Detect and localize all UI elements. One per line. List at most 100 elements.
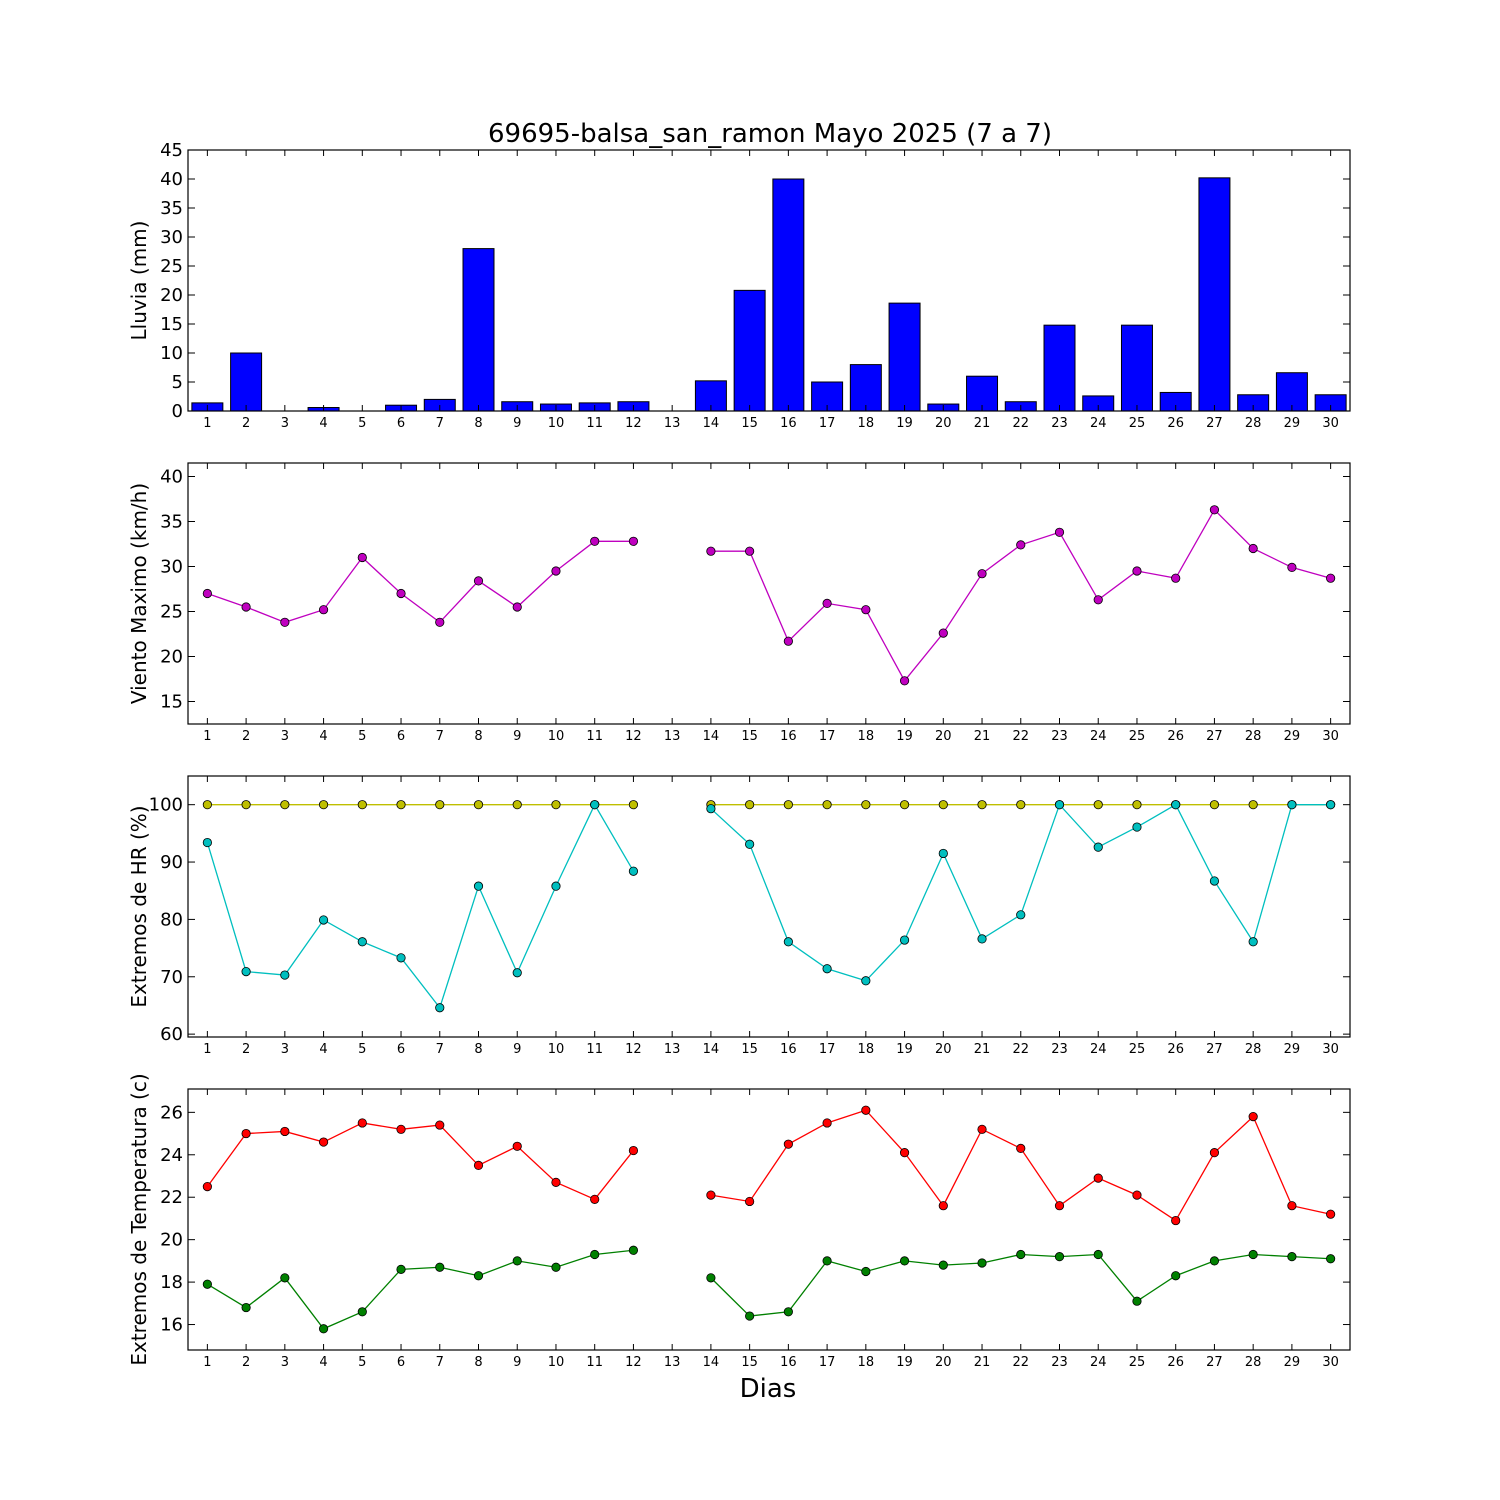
- temperature-series-1-point-day-21: [977, 1124, 987, 1134]
- temperature-ytick-label: 26: [160, 1102, 183, 1123]
- wind-xtick-label: 10: [548, 729, 565, 744]
- humidity-series-1-point-day-5: [357, 800, 367, 810]
- rain-ytick-label: 5: [172, 372, 183, 393]
- humidity-ytick-label: 80: [160, 909, 183, 930]
- rain-ytick-label: 40: [160, 169, 183, 190]
- temperature-ytick-label: 16: [160, 1315, 183, 1336]
- rain-bar-day-27: [1198, 177, 1231, 412]
- humidity-series-2-point-day-23: [1054, 800, 1065, 810]
- humidity-series-2-point-day-8: [473, 881, 484, 891]
- humidity-series-1-point-day-27: [1209, 800, 1220, 810]
- wind-xtick-label: 12: [625, 729, 642, 744]
- humidity-series-1-point-day-9: [512, 800, 522, 810]
- humidity-xtick-label: 10: [548, 1042, 565, 1057]
- temperature-series-2-point-day-7: [435, 1262, 445, 1272]
- humidity-xtick-label: 19: [896, 1042, 913, 1057]
- temperature-xtick-label: 23: [1051, 1355, 1068, 1370]
- temperature-xtick-label: 2: [242, 1355, 250, 1370]
- wind-series-1-point-day-25: [1132, 566, 1142, 576]
- temperature-series-2-point-day-22: [1016, 1249, 1026, 1260]
- humidity-series-2-point-day-3: [280, 970, 290, 980]
- humidity-xtick-label: 5: [358, 1042, 366, 1057]
- humidity-xtick-label: 17: [819, 1042, 836, 1057]
- rain-xtick-label: 17: [819, 416, 836, 431]
- temperature-xtick-label: 6: [397, 1355, 405, 1370]
- wind-xtick-label: 22: [1012, 729, 1029, 744]
- rain-xtick-label: 25: [1129, 416, 1146, 431]
- temperature-series-1-point-day-19: [899, 1148, 910, 1158]
- humidity-series-1-point-day-18: [861, 800, 871, 810]
- temperature-series-1-point-day-4: [318, 1137, 329, 1147]
- wind-xtick-label: 18: [858, 729, 875, 744]
- rain-xtick-label: 7: [436, 416, 444, 431]
- humidity-xtick-label: 20: [935, 1042, 952, 1057]
- humidity-xtick-label: 18: [858, 1042, 875, 1057]
- temperature-series-2-point-day-24: [1093, 1249, 1103, 1260]
- humidity-series-1-point-day-6: [396, 800, 406, 810]
- humidity-series-2-point-day-11: [590, 800, 600, 810]
- rain-xtick-label: 4: [319, 416, 327, 431]
- wind-series-1-point-day-18: [861, 605, 871, 615]
- wind-xtick-label: 23: [1051, 729, 1068, 744]
- rain-bar-day-8: [462, 248, 495, 412]
- humidity-xtick-label: 14: [703, 1042, 720, 1057]
- wind-xtick-label: 30: [1322, 729, 1339, 744]
- wind-series-1-point-day-30: [1326, 573, 1336, 583]
- temperature-series-1-point-day-9: [512, 1141, 522, 1151]
- rain-xtick-label: 3: [281, 416, 289, 431]
- humidity-series-1-point-day-21: [977, 800, 987, 810]
- humidity-axes-frame: [187, 775, 1351, 1038]
- temperature-series-2-point-day-26: [1171, 1271, 1181, 1281]
- humidity-series-2-point-day-15: [745, 839, 755, 849]
- humidity-series-1-point-day-1: [202, 800, 212, 810]
- humidity-xtick-label: 6: [397, 1042, 405, 1057]
- humidity-xtick-label: 12: [625, 1042, 642, 1057]
- wind-series-1-point-day-17: [822, 598, 832, 609]
- humidity-series-2-point-day-29: [1287, 800, 1297, 810]
- rain-xtick-label: 6: [397, 416, 405, 431]
- temperature-series-1-point-day-8: [473, 1160, 484, 1170]
- humidity-xtick-label: 28: [1245, 1042, 1262, 1057]
- wind-xtick-label: 13: [664, 729, 681, 744]
- wind-series-1-point-day-20: [938, 628, 948, 638]
- wind-series-1-point-day-27: [1209, 505, 1220, 515]
- humidity-series-2-line: [206, 803, 634, 1010]
- wind-xtick-label: 21: [974, 729, 991, 744]
- humidity-ytick-label: 90: [160, 852, 183, 873]
- humidity-series-2-point-day-20: [938, 848, 948, 859]
- wind-series-1-point-day-16: [783, 636, 793, 646]
- temperature-xtick-label: 10: [548, 1355, 565, 1370]
- rain-ytick-label: 10: [160, 343, 183, 364]
- rain-xtick-label: 23: [1051, 416, 1068, 431]
- humidity-series-1-point-day-2: [241, 800, 251, 810]
- rain-xtick-label: 8: [474, 416, 482, 431]
- temperature-xtick-label: 26: [1167, 1355, 1184, 1370]
- humidity-xtick-label: 2: [242, 1042, 250, 1057]
- wind-xtick-label: 29: [1284, 729, 1301, 744]
- temperature-axes-frame: [187, 1088, 1351, 1351]
- wind-series-1-point-day-3: [280, 617, 290, 627]
- humidity-series-1-point-day-19: [899, 800, 910, 810]
- temperature-series-2-point-day-6: [396, 1264, 406, 1274]
- temperature-series-1-point-day-18: [861, 1105, 871, 1115]
- temperature-xtick-label: 11: [586, 1355, 603, 1370]
- rain-ytick-label: 30: [160, 227, 183, 248]
- rain-xtick-label: 30: [1322, 416, 1339, 431]
- temperature-series-1-point-day-14: [706, 1190, 716, 1200]
- humidity-series-1-point-day-24: [1093, 800, 1103, 810]
- wind-xtick-label: 17: [819, 729, 836, 744]
- humidity-xtick-label: 8: [474, 1042, 482, 1057]
- temperature-ytick-label: 20: [160, 1230, 183, 1251]
- rain-xtick-label: 27: [1206, 416, 1223, 431]
- temperature-xtick-label: 18: [858, 1355, 875, 1370]
- temperature-series-2-point-day-28: [1248, 1249, 1258, 1260]
- rain-bar-day-23: [1043, 324, 1076, 412]
- temperature-series-2-point-day-17: [822, 1256, 832, 1266]
- wind-xtick-label: 15: [741, 729, 758, 744]
- humidity-series-1-point-day-22: [1016, 800, 1026, 810]
- humidity-xtick-label: 13: [664, 1042, 681, 1057]
